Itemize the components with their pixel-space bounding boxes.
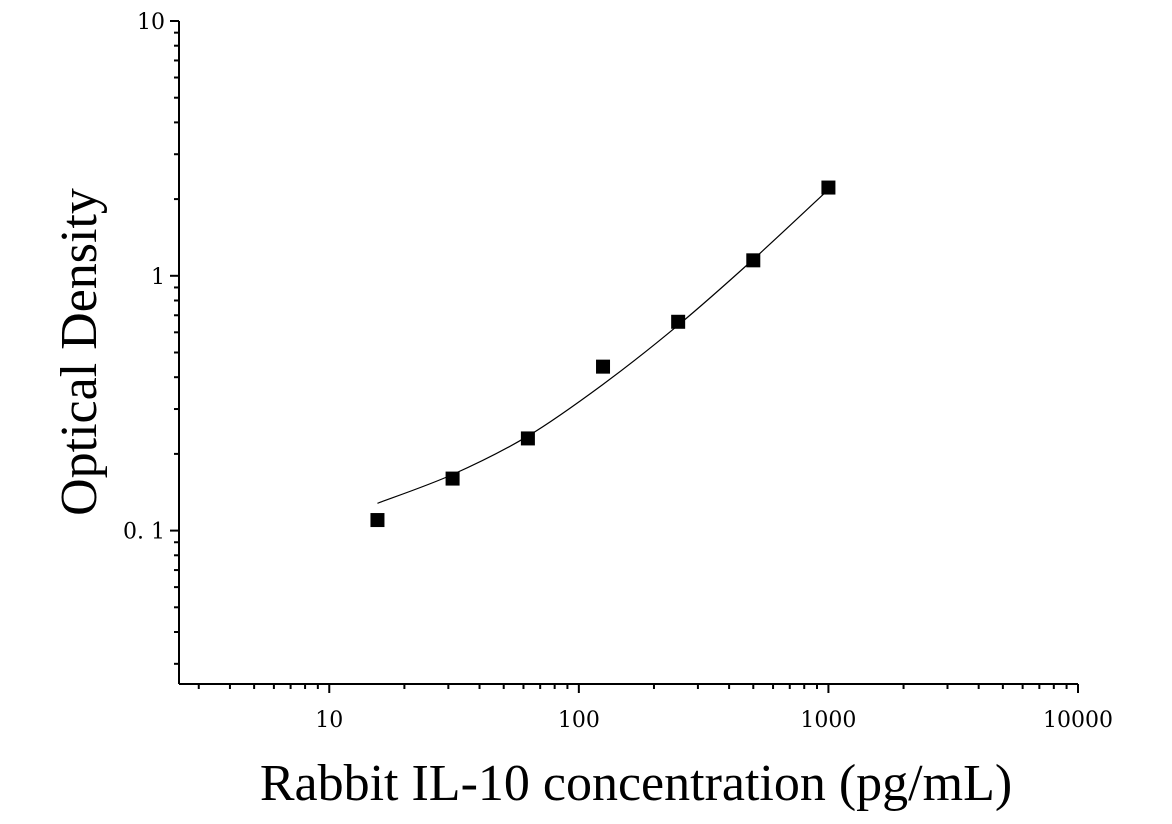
x-tick-label: 1000 (800, 708, 856, 733)
y-tick-label: 0. 1 (123, 520, 165, 545)
y-tick-label: 10 (137, 10, 165, 35)
y-axis-label: Optical Density (51, 188, 108, 516)
axes (178, 21, 1078, 685)
data-point (520, 431, 535, 446)
fit-curve-group (377, 189, 829, 504)
tick-labels: 10 100 1000 10000 0. 1 1 10 (123, 10, 1113, 733)
x-axis-label: Rabbit IL-10 concentration (pg/mL) (260, 755, 1012, 812)
data-point (596, 359, 611, 374)
data-point (370, 513, 385, 528)
tick-marks (170, 20, 1079, 693)
x-tick-label: 10 (315, 708, 343, 733)
fit-curve (377, 189, 829, 504)
y-tick-label: 1 (151, 265, 165, 290)
data-point (445, 471, 460, 486)
data-point (671, 314, 686, 329)
x-tick-label: 100 (558, 708, 600, 733)
data-points (370, 180, 836, 528)
x-tick-label: 10000 (1043, 708, 1113, 733)
data-point (746, 253, 761, 268)
data-point (821, 180, 836, 195)
